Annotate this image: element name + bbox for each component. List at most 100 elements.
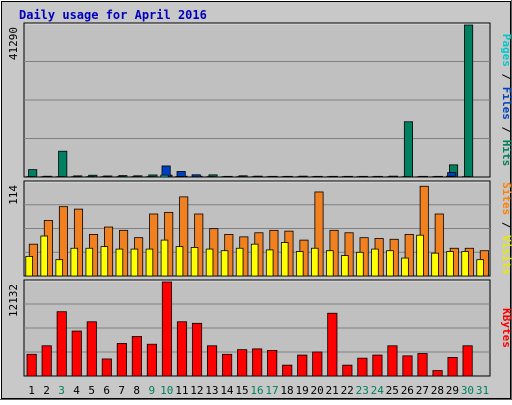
bar-kbytes-kbytes-day-15 xyxy=(237,350,246,376)
bar-kbytes-kbytes-day-8 xyxy=(132,336,141,376)
series-axis-label-visits: Sites / Visits xyxy=(500,182,512,275)
series-axis-label-part-visits-2: Visits xyxy=(500,235,512,275)
bar-kbytes-kbytes-day-25 xyxy=(388,346,397,376)
bar-visits-sites-day-4 xyxy=(71,248,78,276)
bar-visits-sites-day-8 xyxy=(131,249,138,276)
bar-hits-pages-day-11 xyxy=(176,176,184,177)
bar-visits-sites-day-14 xyxy=(221,251,228,276)
bar-kbytes-kbytes-day-10 xyxy=(162,282,171,376)
bar-kbytes-kbytes-day-16 xyxy=(252,349,261,376)
bar-visits-sites-day-5 xyxy=(86,248,93,276)
bar-visits-sites-day-29 xyxy=(447,252,454,276)
bar-visits-sites-day-25 xyxy=(387,251,394,276)
bar-kbytes-kbytes-day-22 xyxy=(343,365,352,376)
x-tick-label-day-26: 26 xyxy=(401,384,414,397)
bar-kbytes-kbytes-day-2 xyxy=(42,346,51,376)
bar-visits-sites-day-2 xyxy=(41,236,48,276)
bar-visits-sites-day-1 xyxy=(26,256,33,276)
x-tick-label-day-25: 25 xyxy=(386,384,399,397)
chart-panels: 41290 Pages / Files / Hits 114 Sites / Visi… xyxy=(7,23,512,376)
series-axis-label-part-hits-3: / xyxy=(500,120,512,140)
bar-kbytes-kbytes-day-27 xyxy=(418,354,427,376)
bar-visits-sites-day-18 xyxy=(281,243,288,276)
series-axis-label-part-hits-1: / xyxy=(500,67,512,87)
x-tick-label-day-20: 20 xyxy=(311,384,324,397)
x-tick-label-day-14: 14 xyxy=(220,384,234,397)
x-tick-label-day-4: 4 xyxy=(73,384,80,397)
bar-kbytes-kbytes-day-4 xyxy=(72,331,81,376)
x-tick-label-day-21: 21 xyxy=(326,384,339,397)
bar-kbytes-kbytes-day-5 xyxy=(87,322,96,376)
x-tick-label-day-31: 31 xyxy=(476,384,489,397)
series-axis-label-part-kbytes-0: KBytes xyxy=(500,308,512,348)
bar-kbytes-kbytes-day-30 xyxy=(463,346,472,376)
bar-kbytes-kbytes-day-7 xyxy=(117,343,126,376)
bar-visits-sites-day-28 xyxy=(432,253,439,276)
x-tick-label-day-12: 12 xyxy=(190,384,203,397)
x-tick-label-day-6: 6 xyxy=(103,384,110,397)
panel-kbytes: 12132 KBytes xyxy=(7,280,512,376)
x-tick-label-day-23: 23 xyxy=(356,384,369,397)
bar-visits-sites-day-20 xyxy=(311,248,318,276)
bar-visits-sites-day-31 xyxy=(477,260,484,276)
series-axis-label-part-visits-0: Sites xyxy=(500,182,512,215)
bar-hits-hits-day-30 xyxy=(464,25,472,177)
bar-visits-sites-day-3 xyxy=(56,260,63,276)
bar-kbytes-kbytes-day-20 xyxy=(313,352,322,376)
bar-kbytes-kbytes-day-29 xyxy=(448,357,457,376)
chart-title: Daily usage for April 2016 xyxy=(19,8,207,22)
bar-visits-sites-day-27 xyxy=(417,235,424,276)
x-tick-label-day-24: 24 xyxy=(371,384,385,397)
x-tick-label-day-8: 8 xyxy=(133,384,140,397)
bar-visits-sites-day-11 xyxy=(176,247,183,276)
series-axis-label-part-hits-4: Hits xyxy=(500,140,512,167)
x-tick-label-day-22: 22 xyxy=(341,384,354,397)
x-tick-label-day-28: 28 xyxy=(431,384,444,397)
bar-kbytes-kbytes-day-1 xyxy=(27,354,36,376)
x-tick-label-day-19: 19 xyxy=(295,384,308,397)
bar-kbytes-kbytes-day-21 xyxy=(328,313,337,376)
bar-kbytes-kbytes-day-3 xyxy=(57,312,66,376)
bar-kbytes-kbytes-day-28 xyxy=(433,371,442,376)
bar-visits-sites-day-13 xyxy=(206,249,213,276)
bar-kbytes-kbytes-day-6 xyxy=(102,359,111,376)
x-tick-label-day-27: 27 xyxy=(416,384,429,397)
bar-hits-hits-day-3 xyxy=(59,151,67,177)
bar-kbytes-kbytes-day-17 xyxy=(268,350,277,376)
bar-visits-sites-day-12 xyxy=(191,247,198,276)
x-tick-label-day-11: 11 xyxy=(175,384,188,397)
bar-hits-hits-day-26 xyxy=(404,122,412,177)
y-max-label-visits: 114 xyxy=(7,185,20,205)
x-tick-label-day-5: 5 xyxy=(88,384,95,397)
bar-visits-sites-day-30 xyxy=(462,252,469,276)
bar-kbytes-kbytes-day-23 xyxy=(358,358,367,376)
x-tick-label-day-10: 10 xyxy=(160,384,173,397)
bar-hits-pages-day-29 xyxy=(446,176,454,177)
series-axis-label-part-hits-0: Pages xyxy=(500,34,512,67)
x-tick-label-day-3: 3 xyxy=(58,384,65,397)
bar-kbytes-kbytes-day-9 xyxy=(147,344,156,376)
bar-visits-sites-day-9 xyxy=(146,249,153,276)
bar-kbytes-kbytes-day-26 xyxy=(403,356,412,376)
y-max-label-hits: 41290 xyxy=(7,27,20,60)
bar-visits-sites-day-21 xyxy=(326,251,333,276)
x-tick-label-day-13: 13 xyxy=(205,384,218,397)
series-axis-label-kbytes: KBytes xyxy=(500,308,512,348)
bar-visits-sites-day-22 xyxy=(341,256,348,276)
bar-kbytes-kbytes-day-12 xyxy=(192,323,201,376)
x-tick-label-day-30: 30 xyxy=(461,384,474,397)
x-tick-label-day-7: 7 xyxy=(118,384,125,397)
y-max-label-kbytes: 12132 xyxy=(7,284,20,317)
x-tick-label-day-15: 15 xyxy=(235,384,248,397)
bar-hits-pages-day-10 xyxy=(161,175,169,177)
bar-kbytes-kbytes-day-14 xyxy=(222,354,231,376)
x-tick-label-day-1: 1 xyxy=(28,384,35,397)
series-axis-label-part-hits-2: Files xyxy=(500,87,512,120)
panel-hits: 41290 Pages / Files / Hits xyxy=(7,23,512,177)
bar-visits-sites-day-15 xyxy=(236,248,243,276)
bar-visits-sites-day-17 xyxy=(266,250,273,276)
bar-visits-sites-day-10 xyxy=(161,240,168,276)
bar-kbytes-kbytes-day-13 xyxy=(207,346,216,376)
